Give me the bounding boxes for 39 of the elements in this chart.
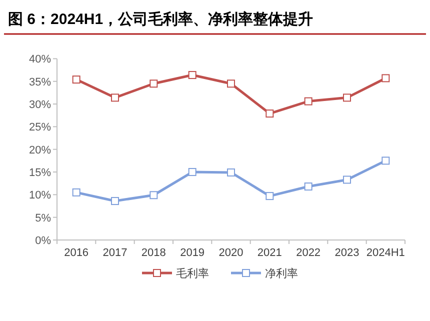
point [111, 94, 119, 102]
point [150, 191, 158, 200]
y-tick-label: 5% [35, 212, 52, 224]
point [343, 176, 351, 184]
point [266, 192, 274, 200]
y-tick-label: 30% [28, 99, 52, 112]
point [382, 156, 390, 165]
x-tick-label: 2020 [218, 247, 244, 259]
y-tick-label: 35% [28, 76, 52, 88]
legend-label: 净利率 [265, 267, 298, 280]
point [343, 94, 351, 102]
y-tick-label: 40% [28, 54, 52, 66]
y-tick-label: 20% [28, 144, 52, 156]
x-tick-label: 2023 [334, 247, 360, 259]
y-tick-label: 15% [28, 167, 52, 180]
point [188, 168, 196, 176]
y-tick-label: 25% [28, 122, 52, 134]
point [72, 76, 80, 84]
point [266, 110, 274, 118]
point [382, 74, 390, 82]
point [188, 71, 196, 80]
x-tick-label: 2018 [141, 247, 166, 259]
y-tick-label: 10% [28, 190, 52, 202]
x-tick-label: 2021 [257, 247, 282, 259]
point [304, 97, 312, 106]
x-tick-label: 2019 [180, 247, 205, 259]
point [111, 197, 119, 206]
x-tick-label: 2024H1 [366, 247, 405, 259]
chart-title: 图 6：2024H1，公司毛利率、净利率整体提升 [8, 10, 314, 28]
point [227, 80, 235, 88]
x-tick-label: 2016 [64, 247, 89, 259]
y-tick-label: 0% [35, 235, 52, 247]
point [150, 80, 158, 88]
point [72, 188, 80, 196]
legend-label: 毛利率 [176, 267, 209, 280]
point [304, 182, 312, 191]
x-tick-label: 2017 [102, 247, 128, 259]
point [227, 168, 235, 176]
x-tick-label: 2022 [296, 247, 321, 259]
